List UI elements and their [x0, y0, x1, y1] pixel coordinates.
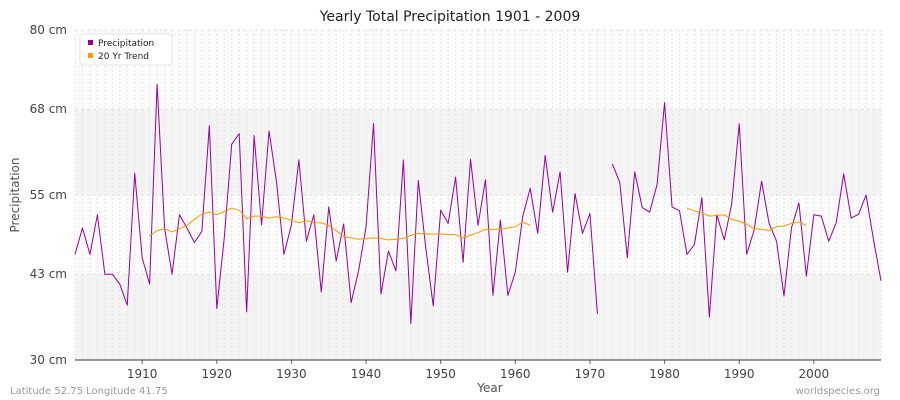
y-axis-ticks: 30 cm 43 cm 55 cm 68 cm 80 cm	[30, 23, 67, 367]
x-tick-label: 1990	[724, 367, 755, 381]
chart-title: Yearly Total Precipitation 1901 - 2009	[319, 9, 581, 25]
footer-location: Latitude 52.75 Longitude 41.75	[10, 386, 168, 397]
y-tick-label: 68 cm	[30, 102, 67, 116]
plot-band	[75, 274, 881, 360]
precipitation-line	[611, 102, 882, 318]
x-axis-label: Year	[476, 381, 502, 395]
x-tick-label: 1910	[127, 367, 158, 381]
x-tick-label: 1950	[425, 367, 456, 381]
x-tick-label: 1940	[351, 367, 382, 381]
plot-band	[75, 30, 881, 110]
x-axis-ticks: 1910 1920 1930 1940 1950 1960 1970 1980 1990 2000	[127, 360, 829, 381]
series-layer	[74, 83, 882, 325]
x-tick-label: 2000	[799, 367, 830, 381]
trend-line	[686, 207, 807, 232]
y-tick-label: 43 cm	[30, 267, 67, 281]
y-axis-label: Precipitation	[8, 157, 22, 232]
trend-line	[149, 207, 531, 241]
y-tick-label: 30 cm	[30, 353, 67, 367]
series-trend	[149, 207, 807, 241]
legend-swatch-precipitation	[88, 40, 93, 45]
x-tick-label: 1970	[575, 367, 606, 381]
x-tick-label: 1980	[649, 367, 680, 381]
legend-label-precipitation: Precipitation	[98, 39, 154, 49]
y-tick-label: 80 cm	[30, 23, 67, 37]
x-tick-label: 1960	[500, 367, 531, 381]
legend-box	[79, 33, 173, 66]
precipitation-line	[74, 83, 598, 325]
x-tick-label: 1930	[276, 367, 307, 381]
series-precipitation	[74, 83, 882, 325]
x-tick-label: 1920	[202, 367, 233, 381]
y-tick-label: 55 cm	[30, 188, 67, 202]
legend-swatch-trend	[88, 53, 93, 58]
footer-source: worldspecies.org	[796, 386, 880, 397]
legend: Precipitation 20 Yr Trend	[79, 33, 173, 66]
legend-label-trend: 20 Yr Trend	[98, 52, 149, 62]
